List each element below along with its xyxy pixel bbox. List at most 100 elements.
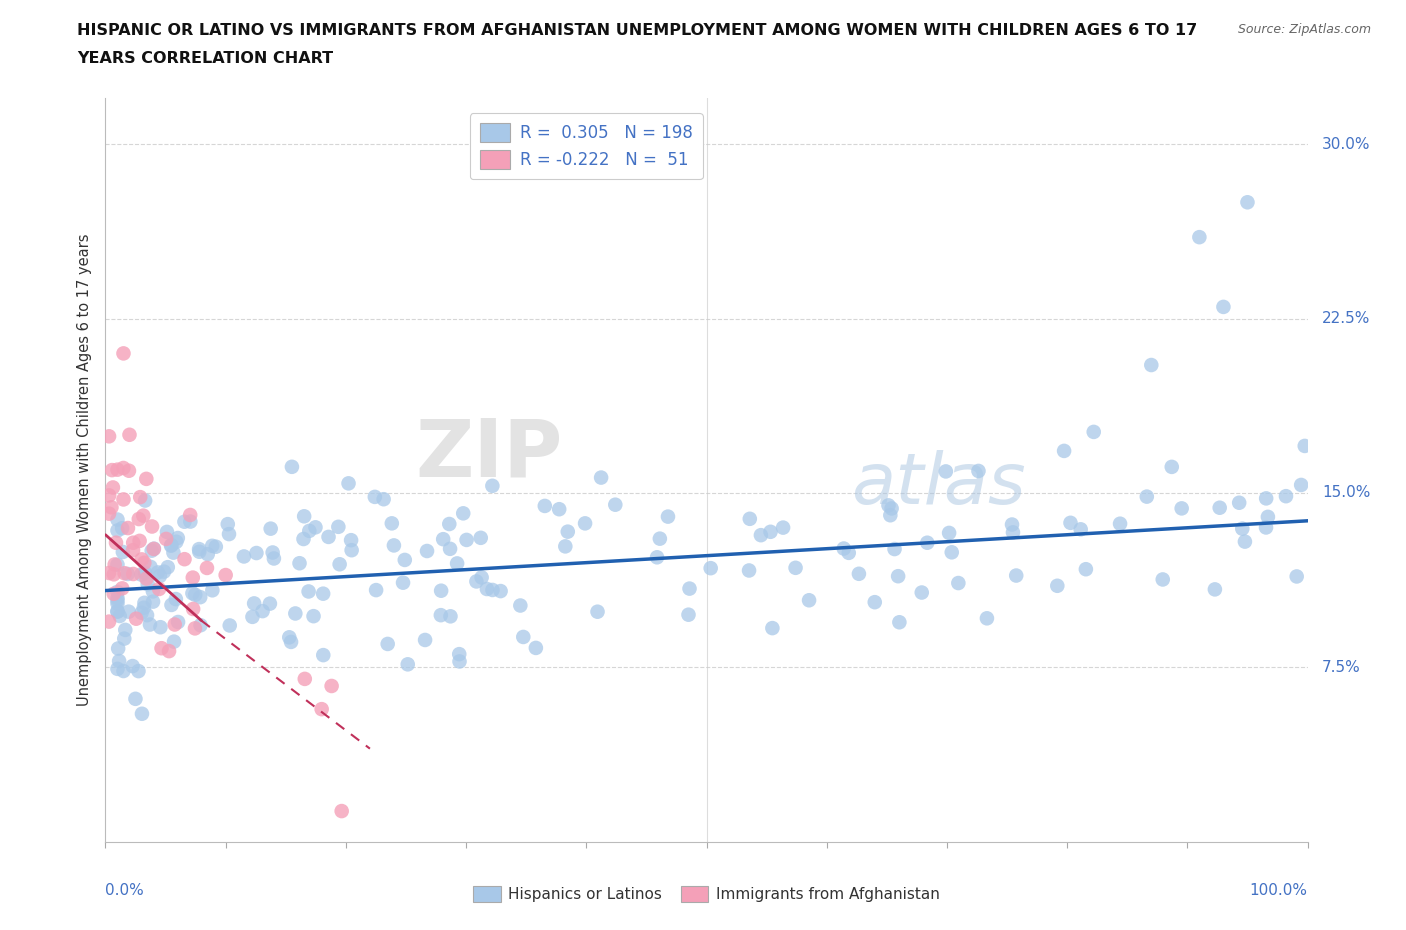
Point	[218, 618, 240, 633]
Point	[111, 581, 134, 596]
Text: 0.0%: 0.0%	[105, 883, 145, 897]
Point	[1053, 444, 1076, 458]
Point	[302, 609, 325, 624]
Legend: Hispanics or Latinos, Immigrants from Afghanistan: Hispanics or Latinos, Immigrants from Af…	[467, 880, 946, 909]
Point	[432, 532, 454, 547]
Text: 100.0%: 100.0%	[1250, 883, 1308, 897]
Text: 22.5%: 22.5%	[1322, 311, 1371, 326]
Text: Source: ZipAtlas.com: Source: ZipAtlas.com	[1237, 23, 1371, 36]
Point	[439, 609, 461, 624]
Point	[557, 525, 579, 539]
Point	[111, 521, 134, 536]
Point	[107, 462, 129, 477]
Point	[481, 478, 503, 493]
Point	[489, 584, 512, 599]
Point	[278, 630, 301, 644]
Point	[98, 506, 121, 521]
Point	[101, 480, 124, 495]
Point	[103, 567, 125, 582]
Point	[312, 647, 335, 662]
Point	[132, 508, 155, 523]
Point	[785, 561, 807, 576]
Point	[188, 541, 211, 556]
Point	[948, 576, 970, 591]
Point	[157, 644, 180, 658]
Point	[163, 634, 186, 649]
Point	[188, 590, 211, 604]
Point	[103, 586, 125, 601]
Point	[122, 566, 145, 581]
Point	[114, 622, 136, 637]
Point	[938, 525, 960, 540]
Text: 7.5%: 7.5%	[1322, 659, 1361, 675]
Point	[648, 531, 671, 546]
Point	[107, 584, 129, 599]
Point	[1232, 521, 1254, 536]
Point	[1285, 569, 1308, 584]
Point	[832, 541, 855, 556]
Point	[738, 512, 761, 526]
Point	[586, 604, 609, 619]
Point	[1254, 520, 1277, 535]
Point	[657, 509, 679, 524]
Point	[340, 543, 363, 558]
Point	[330, 804, 353, 818]
Point	[201, 583, 224, 598]
Point	[107, 604, 129, 619]
Point	[1236, 195, 1258, 210]
Point	[134, 555, 156, 570]
Point	[118, 604, 141, 619]
Text: 30.0%: 30.0%	[1322, 137, 1371, 152]
Point	[242, 609, 264, 624]
Point	[245, 546, 267, 561]
Point	[512, 630, 534, 644]
Point	[699, 561, 721, 576]
Point	[243, 596, 266, 611]
Point	[160, 597, 183, 612]
Point	[131, 605, 153, 620]
Point	[188, 544, 211, 559]
Point	[1136, 489, 1159, 504]
Point	[1275, 489, 1298, 504]
Point	[967, 463, 990, 478]
Point	[160, 538, 183, 553]
Point	[141, 519, 163, 534]
Point	[298, 524, 321, 538]
Point	[205, 539, 228, 554]
Point	[366, 583, 388, 598]
Point	[772, 520, 794, 535]
Point	[280, 634, 302, 649]
Point	[917, 536, 939, 551]
Point	[1160, 459, 1182, 474]
Point	[128, 512, 150, 526]
Point	[112, 346, 135, 361]
Point	[107, 523, 129, 538]
Point	[392, 576, 415, 591]
Point	[1070, 522, 1092, 537]
Point	[1005, 568, 1028, 583]
Point	[935, 464, 957, 479]
Point	[118, 428, 141, 443]
Point	[98, 429, 121, 444]
Point	[678, 607, 700, 622]
Point	[134, 595, 156, 610]
Point	[1289, 477, 1312, 492]
Point	[101, 462, 124, 477]
Point	[107, 557, 129, 572]
Point	[292, 532, 315, 547]
Point	[112, 460, 135, 475]
Point	[107, 591, 129, 605]
Point	[1188, 230, 1211, 245]
Text: HISPANIC OR LATINO VS IMMIGRANTS FROM AFGHANISTAN UNEMPLOYMENT AMONG WOMEN WITH : HISPANIC OR LATINO VS IMMIGRANTS FROM AF…	[77, 23, 1198, 38]
Point	[148, 581, 170, 596]
Point	[122, 543, 145, 558]
Point	[533, 498, 555, 513]
Point	[155, 531, 177, 546]
Point	[678, 581, 700, 596]
Point	[471, 570, 494, 585]
Point	[481, 582, 503, 597]
Point	[797, 592, 820, 607]
Point	[879, 508, 901, 523]
Point	[430, 607, 453, 622]
Point	[114, 565, 136, 580]
